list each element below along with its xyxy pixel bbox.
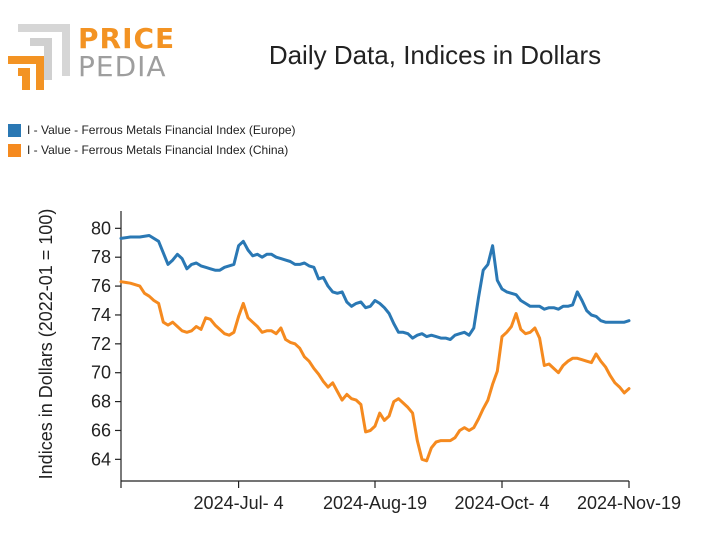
legend-item-china[interactable]: I - Value - Ferrous Metals Financial Ind…	[8, 140, 296, 160]
x-tick-label: 2024-Jul- 4	[194, 493, 284, 513]
pricepedia-logo: PRICE PEDIA	[8, 20, 174, 95]
series-line-europe	[119, 234, 631, 341]
x-tick-label: 2024-Aug-19	[323, 493, 427, 513]
legend-label-china: I - Value - Ferrous Metals Financial Ind…	[27, 143, 289, 157]
legend-item-europe[interactable]: I - Value - Ferrous Metals Financial Ind…	[8, 120, 296, 140]
logo-text-pedia: PEDIA	[78, 50, 167, 83]
logo-mark-orange-corner	[8, 56, 44, 90]
y-tick-label: 76	[91, 276, 111, 296]
y-tick-label: 66	[91, 420, 111, 440]
logo-mark-orange-inner	[18, 68, 30, 90]
y-tick-label: 72	[91, 334, 111, 354]
series-layer	[119, 234, 631, 463]
x-tick-label: 2024-Nov-19	[577, 493, 681, 513]
x-tick-label: 2024-Oct- 4	[454, 493, 549, 513]
chart-title: Daily Data, Indices in Dollars	[268, 40, 602, 70]
y-tick-label: 70	[91, 363, 111, 383]
logo-mark-grey-inner	[30, 38, 52, 80]
logo-mark	[8, 24, 70, 90]
legend-swatch-china	[8, 143, 21, 157]
y-tick-label: 80	[91, 218, 111, 238]
logo-text-price: PRICE	[78, 22, 176, 55]
x-axis: 2024-Jul- 4 2024-Aug-19 2024-Oct- 4 2024-No…	[120, 480, 681, 513]
chart-legend: I - Value - Ferrous Metals Financial Ind…	[8, 120, 296, 160]
y-tick-label: 68	[91, 392, 111, 412]
legend-swatch-europe	[8, 123, 21, 137]
legend-label-europe: I - Value - Ferrous Metals Financial Ind…	[27, 123, 296, 137]
logo-mark-grey-corner	[18, 24, 70, 76]
series-line-china	[119, 280, 631, 463]
y-tick-label: 74	[91, 305, 111, 325]
y-axis-title: Indices in Dollars (2022-01 = 100)	[36, 209, 56, 480]
y-axis: 64 66 68 70 72 74 76 78 80	[91, 211, 122, 481]
y-tick-label: 78	[91, 247, 111, 267]
y-tick-label: 64	[91, 449, 111, 469]
